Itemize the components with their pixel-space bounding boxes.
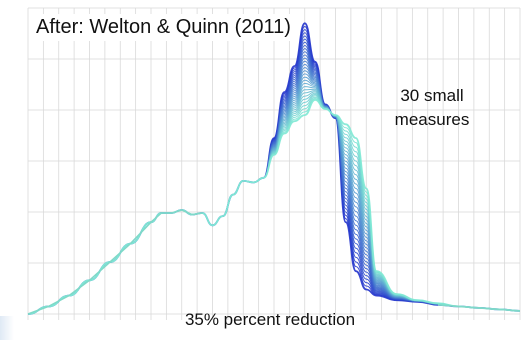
chart-title: After: Welton & Quinn (2011) — [30, 14, 297, 41]
edge-decoration — [0, 316, 14, 340]
annotation-measures-line2: measures — [394, 110, 470, 129]
annotation-measures: 30 small measures — [372, 84, 492, 132]
baseline-curve — [27, 209, 521, 315]
gridlines — [27, 7, 521, 320]
series-group — [27, 22, 521, 315]
annotation-reduction: 35% percent reduction — [184, 310, 356, 329]
annotation-measures-line1: 30 small — [400, 86, 464, 105]
